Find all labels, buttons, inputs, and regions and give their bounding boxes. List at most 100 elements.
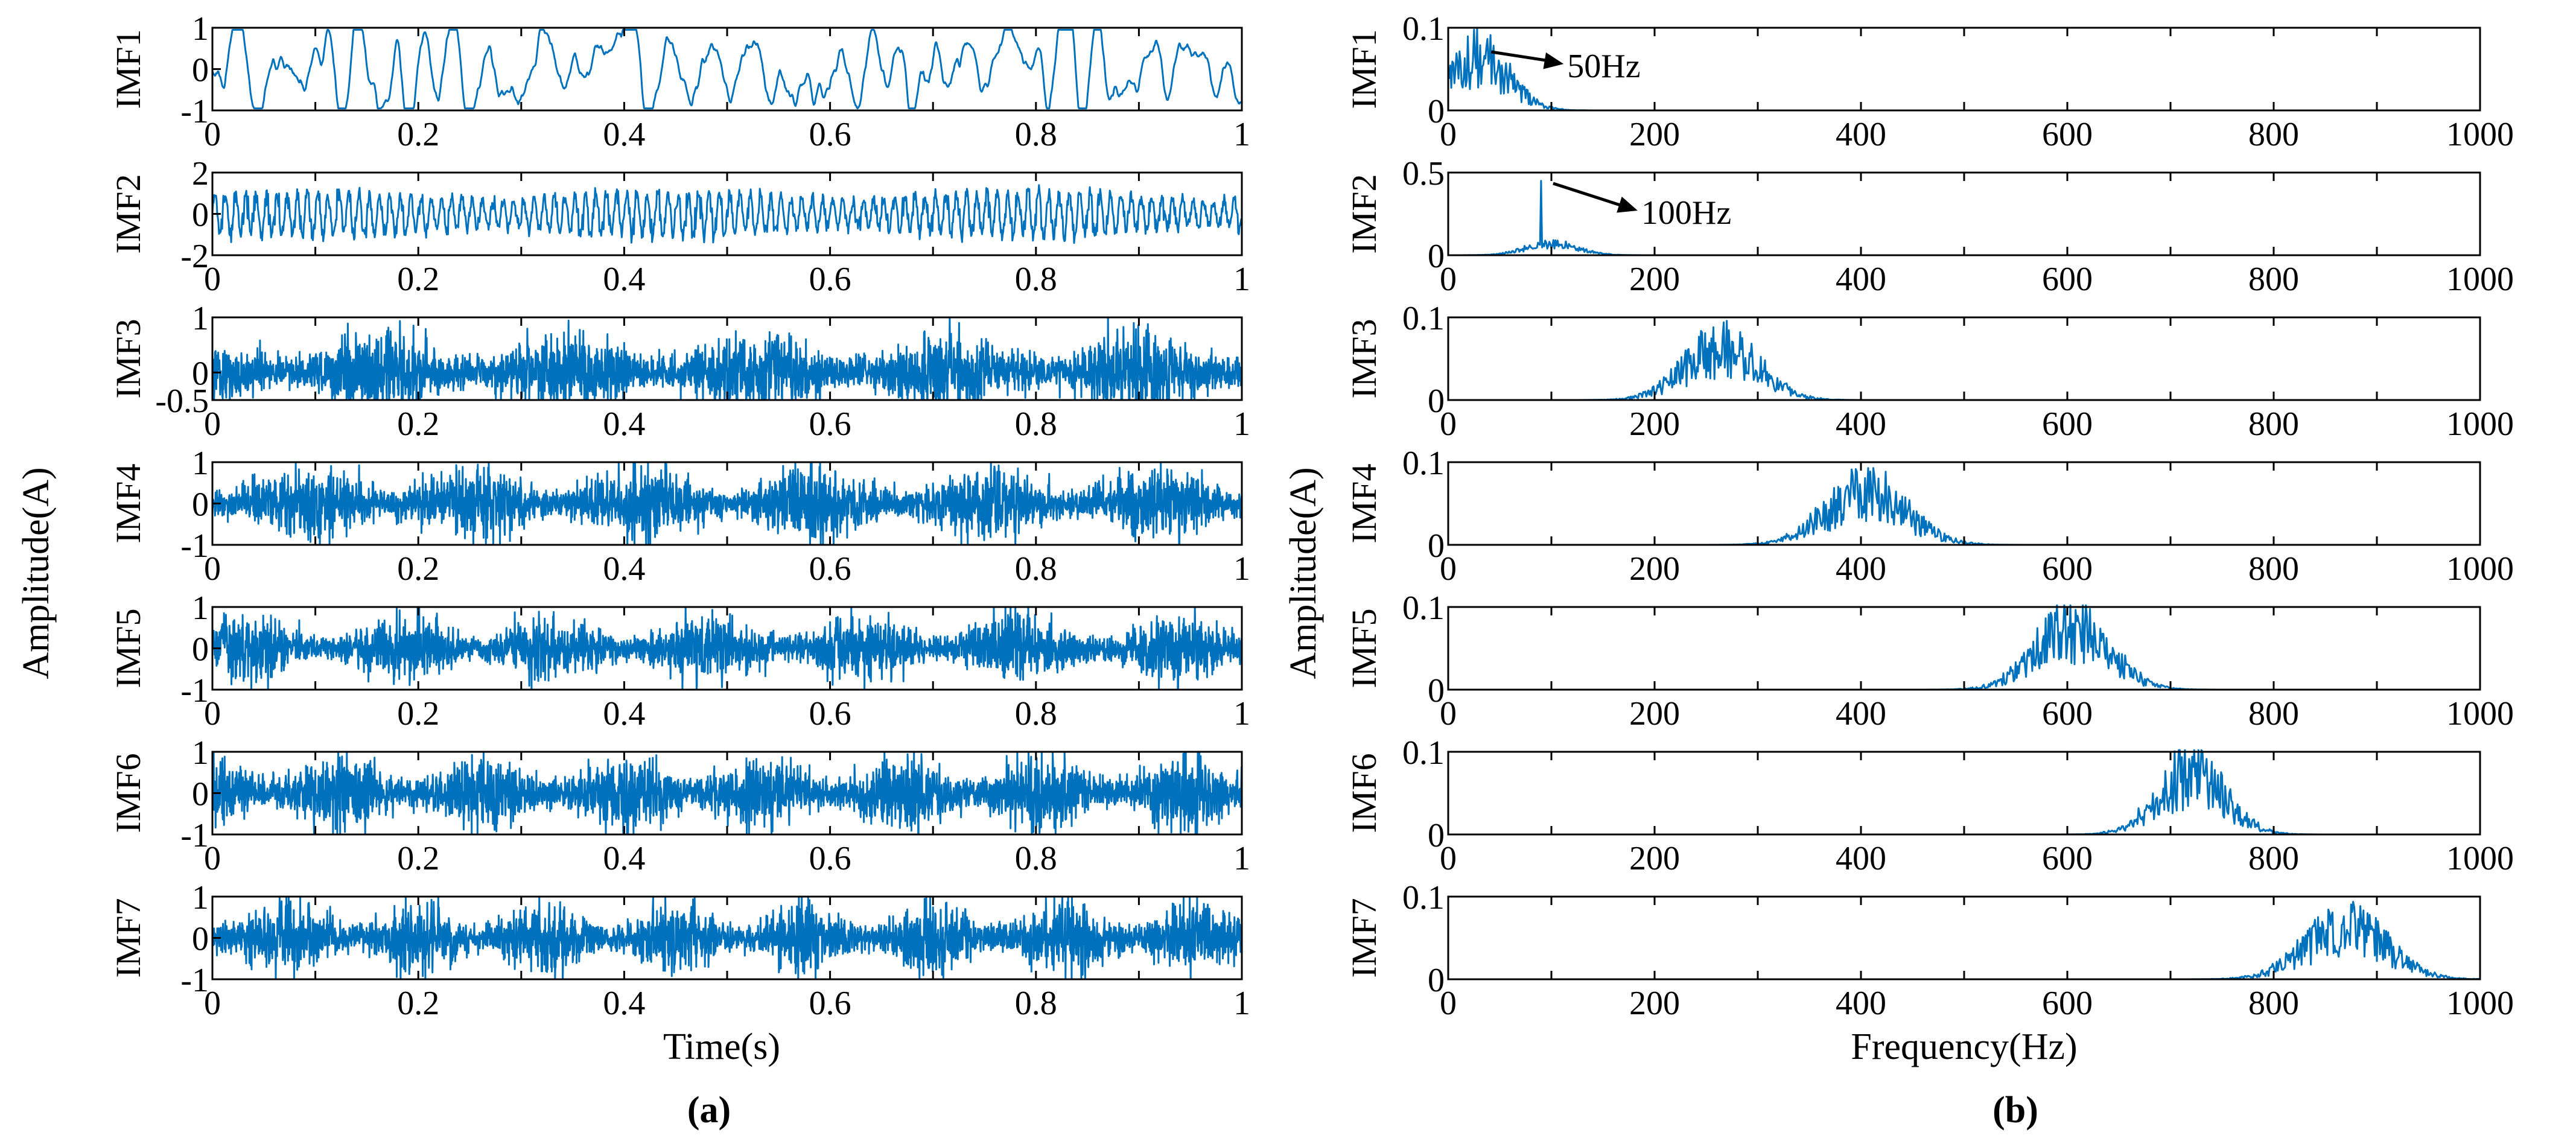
spectrum-imf1-x-tick-label: 600 [2042, 116, 2093, 153]
left-x-axis-title: Time(s) [663, 1026, 780, 1067]
time-imf2-x-tick-label: 1 [1233, 261, 1250, 298]
time-imf2-x-tick-label: 0.4 [603, 261, 645, 298]
spectrum-imf4-y-tick-label: 0 [1428, 527, 1445, 565]
time-series-line-imf6 [211, 751, 1243, 835]
spectrum-imf1-ylabel: IMF1 [1344, 29, 1384, 109]
spectrum-imf2-x-tick-label: 600 [2042, 261, 2093, 298]
spectrum-imf6-x-tick-label: 200 [1629, 840, 1680, 877]
time-imf7-x-tick-label: 0 [204, 985, 221, 1022]
time-series-line-imf2 [211, 184, 1243, 244]
time-imf3-x-tick-label: 0.8 [1015, 405, 1057, 443]
time-imf6-x-tick-label: 0 [204, 840, 221, 877]
time-imf6-y-tick-label: 1 [192, 734, 209, 772]
spectrum-subplot-imf5: 0 200 400 600 800 1000 0.1 0 IMF5 [1344, 589, 2514, 732]
time-imf4-x-tick-label: 0 [204, 550, 221, 588]
spectrum-imf1-y-tick-label: 0 [1428, 93, 1445, 130]
time-imf2-x-tick-label: 0 [204, 261, 221, 298]
time-series-line-imf7 [211, 896, 1243, 980]
time-imf1-y-tick-label: 0 [192, 52, 209, 89]
spectrum-imf5-x-tick-label: 400 [1836, 695, 1886, 732]
time-series-line-imf5 [211, 606, 1243, 690]
spectrum-imf4-x-tick-label: 600 [2042, 550, 2093, 588]
time-imf6-x-tick-label: 0.2 [397, 840, 439, 877]
spectrum-imf6-ylabel: IMF6 [1344, 753, 1384, 833]
right-x-axis-title: Frequency(Hz) [1851, 1026, 2077, 1067]
spectrum-imf6-x-tick-label: 600 [2042, 840, 2093, 877]
annotation-arrowhead-imf2 [1617, 196, 1638, 213]
spectrum-imf2-x-tick-label: 400 [1836, 261, 1886, 298]
spectrum-imf1-x-tick-label: 200 [1629, 116, 1680, 153]
spectrum-imf1-x-tick-label: 800 [2248, 116, 2299, 153]
time-imf5-x-tick-label: 1 [1233, 695, 1250, 732]
time-imf2-x-tick-label: 0.6 [809, 261, 851, 298]
spectrum-subplot-imf4: 0 200 400 600 800 1000 0.1 0 IMF4 [1344, 445, 2514, 588]
spectrum-imf5-x-tick-label: 600 [2042, 695, 2093, 732]
spectrum-imf2-x-tick-label: 1000 [2446, 261, 2514, 298]
spectrum-imf5-y-tick-label: 0 [1428, 672, 1445, 710]
spectrum-imf4-x-tick-label: 800 [2248, 550, 2299, 588]
time-imf6-x-tick-label: 0.4 [603, 840, 645, 877]
spectrum-imf4-x-tick-label: 0 [1440, 550, 1457, 588]
spectrum-imf3-y-tick-label: 0.1 [1402, 300, 1445, 337]
time-imf5-x-tick-label: 0.4 [603, 695, 645, 732]
spectrum-imf4-x-tick-label: 1000 [2446, 550, 2514, 588]
spectrum-imf7-x-tick-label: 200 [1629, 985, 1680, 1022]
spectrum-imf5-x-tick-label: 200 [1629, 695, 1680, 732]
spectrum-imf6-x-tick-label: 800 [2248, 840, 2299, 877]
spectrum-imf1-x-tick-label: 1000 [2446, 116, 2514, 153]
time-imf7-y-tick-label: 0 [192, 921, 209, 958]
time-imf4-x-tick-label: 1 [1233, 550, 1250, 588]
time-imf5-y-tick-label: -1 [180, 672, 209, 710]
spectrum-imf1-x-tick-label: 400 [1836, 116, 1886, 153]
time-imf7-ylabel: IMF7 [109, 898, 148, 977]
time-imf2-x-tick-label: 0.8 [1015, 261, 1057, 298]
spectrum-imf7-x-tick-label: 400 [1836, 985, 1886, 1022]
spectrum-imf7-x-tick-label: 800 [2248, 985, 2299, 1022]
time-imf5-x-tick-label: 0.6 [809, 695, 851, 732]
time-imf4-x-tick-label: 0.4 [603, 550, 645, 588]
spectrum-imf3-x-tick-label: 600 [2042, 405, 2093, 443]
time-imf5-ylabel: IMF5 [109, 608, 148, 688]
spectrum-imf7-x-tick-label: 600 [2042, 985, 2093, 1022]
time-imf2-ylabel: IMF2 [109, 174, 148, 253]
spectrum-imf7-x-tick-label: 0 [1440, 985, 1457, 1022]
time-imf7-y-tick-label: 1 [192, 879, 209, 917]
time-imf3-ylabel: IMF3 [109, 319, 148, 398]
time-imf6-x-tick-label: 1 [1233, 840, 1250, 877]
time-imf7-x-tick-label: 1 [1233, 985, 1250, 1022]
annotation-label-imf1: 50Hz [1567, 48, 1640, 85]
right-y-axis-title: Amplitude(A) [1283, 467, 1324, 679]
annotation-arrowhead-imf1 [1543, 52, 1564, 69]
spectrum-imf6-y-tick-label: 0 [1428, 817, 1445, 854]
spectrum-imf4-x-tick-label: 400 [1836, 550, 1886, 588]
time-imf7-x-tick-label: 0.2 [397, 985, 439, 1022]
spectrum-imf1-x-tick-label: 0 [1440, 116, 1457, 153]
time-imf4-x-tick-label: 0.2 [397, 550, 439, 588]
time-imf2-y-tick-label: 2 [192, 155, 209, 192]
spectrum-imf7-ylabel: IMF7 [1344, 898, 1384, 977]
spectrum-imf4-y-tick-label: 0.1 [1402, 445, 1445, 482]
spectrum-imf3-x-tick-label: 0 [1440, 405, 1457, 443]
time-imf5-y-tick-label: 0 [192, 631, 209, 669]
time-imf3-x-tick-label: 0.4 [603, 405, 645, 443]
spectrum-imf3-x-tick-label: 400 [1836, 405, 1886, 443]
time-imf1-x-tick-label: 0.6 [809, 116, 851, 153]
left-y-axis-title: Amplitude(A) [16, 467, 57, 679]
panel-a-label: (a) [687, 1090, 731, 1131]
time-imf1-x-tick-label: 0.2 [397, 116, 439, 153]
spectrum-imf2-x-tick-label: 200 [1629, 261, 1680, 298]
time-imf3-x-tick-label: 0.2 [397, 405, 439, 443]
spectrum-imf3-x-tick-label: 800 [2248, 405, 2299, 443]
panel-b-label: (b) [1992, 1090, 2038, 1131]
time-imf6-ylabel: IMF6 [109, 753, 148, 833]
time-imf7-y-tick-label: -1 [180, 962, 209, 999]
spectrum-imf2-x-tick-label: 0 [1440, 261, 1457, 298]
time-imf4-x-tick-label: 0.8 [1015, 550, 1057, 588]
spectrum-imf5-x-tick-label: 1000 [2446, 695, 2514, 732]
time-imf5-y-tick-label: 1 [192, 589, 209, 627]
